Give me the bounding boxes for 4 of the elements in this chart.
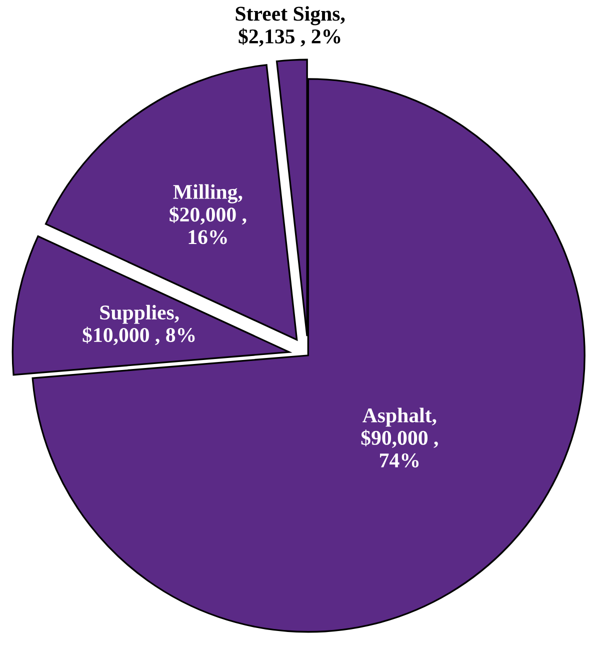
slice-label: Milling, $20,000 , 16% <box>170 184 246 244</box>
slice-label: Asphalt, $90,000 , 74% <box>361 408 438 468</box>
slice-label: Street Signs, $2,135 , 2% <box>236 6 345 46</box>
slice-label: Supplies, $10,000 , 8% <box>82 304 195 346</box>
